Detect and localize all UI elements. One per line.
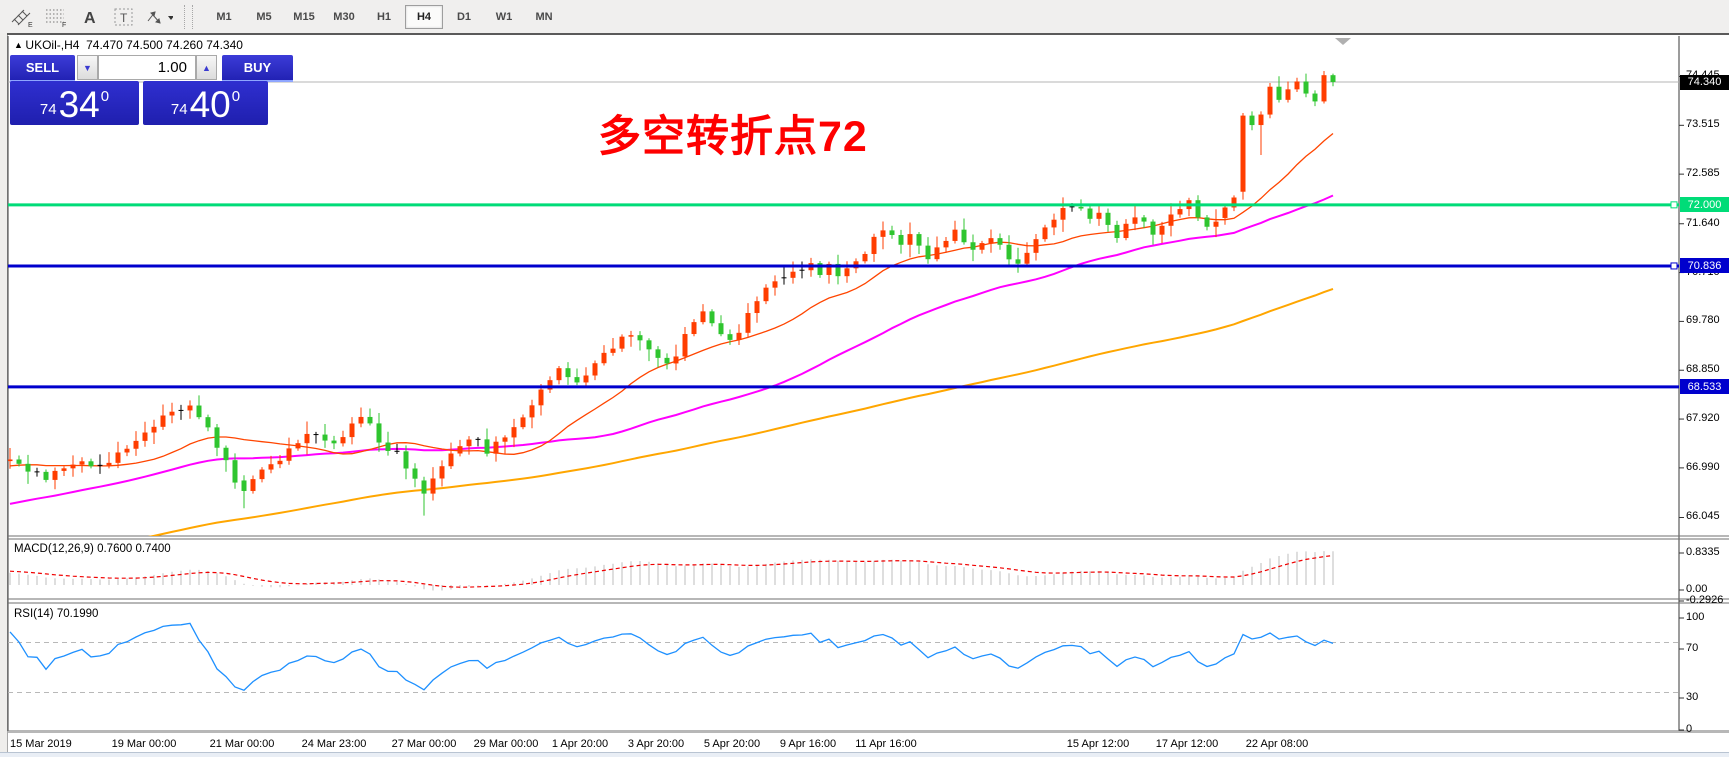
buy-price-small: 74 [170,101,188,118]
ohlc-quotes: 74.470 74.500 74.260 74.340 [86,38,243,52]
price-tick-69.780: 69.780 [1686,314,1720,327]
date-tick: 24 Mar 23:00 [301,738,367,750]
timeframe-buttons: M1 M5 M15 M30 H1 H4 D1 W1 MN [199,4,565,29]
volume-decrease-button[interactable]: ▼ [77,55,98,80]
toolbar-grip[interactable] [184,4,193,29]
buy-price-display[interactable]: 74 40 0 [143,81,268,125]
sell-price-small: 74 [39,101,57,118]
volume-input[interactable] [98,55,196,80]
date-tick: 3 Apr 20:00 [627,738,685,750]
chart-annotation-text: 多空转折点72 [598,113,868,161]
main-plot [8,70,1679,536]
hline-label-70.836: 70.836 [1680,258,1729,274]
price-tick-66.990: 66.990 [1686,460,1720,473]
macd-tick-0.00: 0.00 [1686,583,1708,595]
price-tick-71.640: 71.640 [1686,216,1720,229]
equidistant-channel-tool-icon[interactable]: E [6,3,38,31]
date-tick: 5 Apr 20:00 [703,738,761,750]
hline-handle-72.000[interactable] [1670,201,1678,209]
symbol-collapse-icon[interactable]: ▲ [14,40,26,50]
macd-indicator-label: MACD(12,26,9) 0.7600 0.7400 [14,543,171,555]
hline-label-72.000: 72.000 [1680,197,1729,213]
volume-increase-button[interactable]: ▲ [196,55,217,80]
date-tick: 9 Apr 16:00 [779,738,837,750]
price-tick-66.045: 66.045 [1686,510,1720,523]
price-tick-67.920: 67.920 [1686,412,1720,425]
price-tick-68.850: 68.850 [1686,363,1720,376]
date-tick: 29 Mar 00:00 [473,738,539,750]
macd-tick--0.2926: -0.2926 [1686,594,1724,606]
timeframe-m5[interactable]: M5 [256,10,272,23]
timeframe-w1[interactable]: W1 [495,10,513,23]
macd-signal-line [9,554,1334,588]
one-click-trading-panel: SELL ▼ ▲ BUY 74 34 0 74 40 0 [10,55,293,125]
timeframe-h1[interactable]: H1 [376,10,392,23]
svg-text:A: A [84,10,96,27]
buy-price-sup: 0 [231,88,241,105]
rsi-tick-0: 0 [1686,723,1693,735]
timeframe-m15[interactable]: M15 [293,10,315,23]
window-bottom-edge [0,752,1729,757]
date-tick: 22 Apr 08:00 [1245,738,1309,750]
chart-window-border [7,33,1729,35]
macd-tick-0.8335: 0.8335 [1686,546,1720,558]
candles-layer [8,70,1336,516]
timeframe-m30[interactable]: M30 [333,10,355,23]
timeframe-h4[interactable]: H4 [405,4,443,29]
date-tick: 27 Mar 00:00 [391,738,457,750]
date-tick: 19 Mar 00:00 [111,738,177,750]
text-tool-icon[interactable]: A [74,3,106,31]
buy-price-big: 40 [189,84,231,125]
sell-price-display[interactable]: 74 34 0 [10,81,139,125]
label-tool-icon[interactable]: T [108,3,140,31]
ma-fast-line [9,132,1334,467]
date-tick: 17 Apr 12:00 [1155,738,1219,750]
date-tick: 1 Apr 20:00 [551,738,609,750]
date-tick: 11 Apr 16:00 [855,738,917,750]
timeframe-d1[interactable]: D1 [456,10,472,23]
macd-histogram [9,551,1334,591]
date-tick: 15 Mar 2019 [10,738,72,750]
fibonacci-tool-icon[interactable]: F [40,3,72,31]
symbol-header: ▲ UKOil-,H4 74.470 74.500 74.260 74.340 [14,38,243,52]
timeframe-m1[interactable]: M1 [216,10,232,23]
ma-slow-line [147,287,1334,536]
svg-text:F: F [62,22,66,28]
price-tick-72.585: 72.585 [1686,167,1720,180]
rsi-tick-100: 100 [1686,611,1705,623]
price-tick-73.515: 73.515 [1686,118,1720,131]
rsi-plot [8,622,1679,693]
timeframe-mn[interactable]: MN [535,10,553,23]
date-tick: 21 Mar 00:00 [209,738,275,750]
rsi-tick-70: 70 [1686,642,1699,654]
date-tick: 15 Apr 12:00 [1066,738,1130,750]
chart-shift-marker-icon [1335,38,1351,45]
buy-button[interactable]: BUY [222,55,293,82]
date-axis[interactable] [8,733,1729,752]
symbol-name: UKOil-,H4 [25,38,80,52]
hline-handle-70.836[interactable] [1670,262,1678,270]
sell-price-sup: 0 [100,88,110,105]
rsi-tick-30: 30 [1686,691,1699,703]
svg-text:T: T [120,11,128,25]
rsi-indicator-label: RSI(14) 70.1990 [14,608,99,620]
hline-label-68.533: 68.533 [1680,379,1729,395]
rsi-line [9,622,1334,691]
macd-plot [9,551,1334,591]
arrows-tool-icon[interactable] [142,3,174,31]
sell-button[interactable]: SELL [10,55,75,82]
ma-mid-line [9,194,1334,505]
svg-text:E: E [28,22,33,28]
current-price-label: 74.340 [1680,74,1729,90]
sell-price-big: 34 [58,84,100,125]
